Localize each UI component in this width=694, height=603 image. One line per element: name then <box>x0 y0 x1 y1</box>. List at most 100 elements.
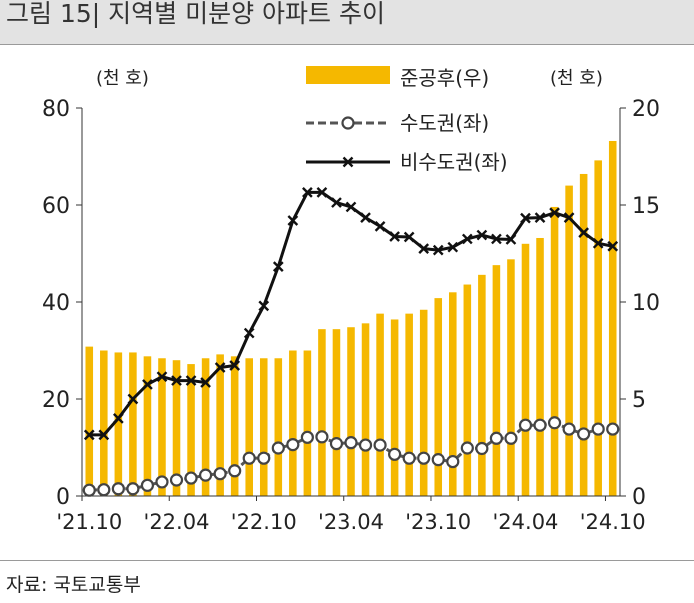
point-marker-capital <box>111 482 125 496</box>
bar <box>259 358 268 496</box>
legend-label-bar: 준공후(우) <box>400 66 489 90</box>
bar <box>536 237 544 497</box>
legend-label-noncapital: 비수도권(좌) <box>400 150 508 174</box>
bar <box>449 292 457 496</box>
point-marker-capital <box>329 437 344 451</box>
point-marker-capital <box>184 471 198 485</box>
point-marker-noncapital <box>432 244 444 256</box>
point-marker-capital <box>169 473 184 487</box>
x-mark-stroke <box>316 187 328 198</box>
x-tick-label: '22.04 <box>144 510 210 534</box>
point-marker-capital <box>577 427 591 441</box>
point-marker-noncapital <box>185 375 197 386</box>
x-mark-stroke <box>214 362 226 373</box>
point-marker-noncapital <box>331 197 342 208</box>
right-tick-label: 5 <box>632 388 646 413</box>
point-marker-capital <box>446 454 460 469</box>
bar <box>405 313 413 496</box>
point-marker-noncapital <box>287 215 299 226</box>
bar <box>550 206 559 496</box>
point-marker-noncapital <box>592 237 604 249</box>
point-marker-capital <box>402 451 416 465</box>
right-tick-label: 0 <box>632 485 646 510</box>
point-marker-capital <box>82 483 96 497</box>
bar <box>201 358 210 496</box>
divider <box>0 560 694 561</box>
point-marker-noncapital <box>156 371 168 383</box>
point-marker-noncapital <box>578 227 589 238</box>
point-marker-noncapital <box>113 413 124 424</box>
point-marker-noncapital <box>520 212 531 224</box>
point-marker-noncapital <box>243 327 255 339</box>
left-tick-label: 40 <box>42 291 70 316</box>
x-tick-label: '22.10 <box>231 510 297 534</box>
x-mark-stroke <box>578 227 589 238</box>
x-mark-stroke <box>331 197 342 208</box>
bar <box>463 284 472 496</box>
point-marker-capital <box>315 430 329 444</box>
point-marker-capital <box>358 438 373 452</box>
point-marker-capital <box>300 430 314 444</box>
point-marker-capital <box>198 468 213 482</box>
x-mark-stroke <box>127 393 139 405</box>
point-marker-capital <box>213 467 227 481</box>
point-marker-noncapital <box>214 362 226 373</box>
bar <box>216 354 224 496</box>
point-marker-noncapital <box>563 212 575 223</box>
chart: 0 20 40 60 80 0 5 10 15 20 '21.10 '22.04 '22.10 '23.0… <box>42 66 660 534</box>
x-mark-stroke <box>389 231 400 242</box>
point-marker-noncapital <box>127 393 139 405</box>
x-mark-stroke <box>200 377 211 388</box>
x-mark-stroke <box>505 234 517 245</box>
left-unit-label: (천 호) <box>96 68 149 89</box>
bar <box>390 319 399 496</box>
point-marker-capital <box>271 441 285 455</box>
right-unit-label: (천 호) <box>550 68 603 89</box>
x-mark-stroke <box>258 300 270 312</box>
point-marker-noncapital <box>83 429 95 441</box>
point-marker-capital <box>97 483 111 497</box>
x-mark-stroke <box>476 229 488 241</box>
bar <box>114 352 123 496</box>
point-marker-noncapital <box>461 233 473 245</box>
point-marker-capital <box>533 418 547 432</box>
x-mark-stroke <box>607 240 619 252</box>
bar <box>361 323 370 496</box>
x-mark-stroke <box>592 237 604 249</box>
x-mark-stroke <box>243 327 255 339</box>
x-mark-stroke <box>113 413 124 424</box>
legend-label-capital: 수도권(좌) <box>400 111 489 135</box>
point-marker-noncapital <box>607 240 619 252</box>
bar <box>143 356 152 496</box>
point-marker-capital <box>504 431 518 445</box>
bar <box>507 259 515 496</box>
bar <box>129 352 137 496</box>
bar <box>594 160 602 496</box>
bar <box>289 350 297 496</box>
x-mark-stroke <box>374 220 386 232</box>
point-marker-capital <box>547 416 562 430</box>
left-tick-label: 80 <box>42 97 70 122</box>
source-note: 자료: 국토교통부 <box>6 574 141 596</box>
point-marker-capital <box>140 478 155 492</box>
point-marker-capital <box>286 437 300 452</box>
x-tick-label: '23.04 <box>318 510 384 534</box>
x-tick-label: '24.10 <box>580 510 646 534</box>
x-mark-stroke <box>185 375 197 386</box>
right-tick-label: 20 <box>632 97 660 122</box>
bar <box>332 329 341 496</box>
x-tick-label: '21.10 <box>56 510 122 534</box>
point-marker-noncapital <box>491 233 502 245</box>
point-marker-capital <box>489 431 504 445</box>
point-marker-capital <box>591 422 605 436</box>
point-marker-capital <box>417 451 431 465</box>
bar <box>187 364 195 496</box>
bar <box>274 358 283 496</box>
point-marker-noncapital <box>142 379 153 390</box>
x-mark-stroke <box>447 241 459 253</box>
point-marker-noncapital <box>171 375 182 386</box>
right-tick-label: 10 <box>632 291 660 316</box>
x-mark-stroke <box>461 233 473 245</box>
x-mark-stroke <box>287 215 299 226</box>
bar <box>608 140 617 496</box>
